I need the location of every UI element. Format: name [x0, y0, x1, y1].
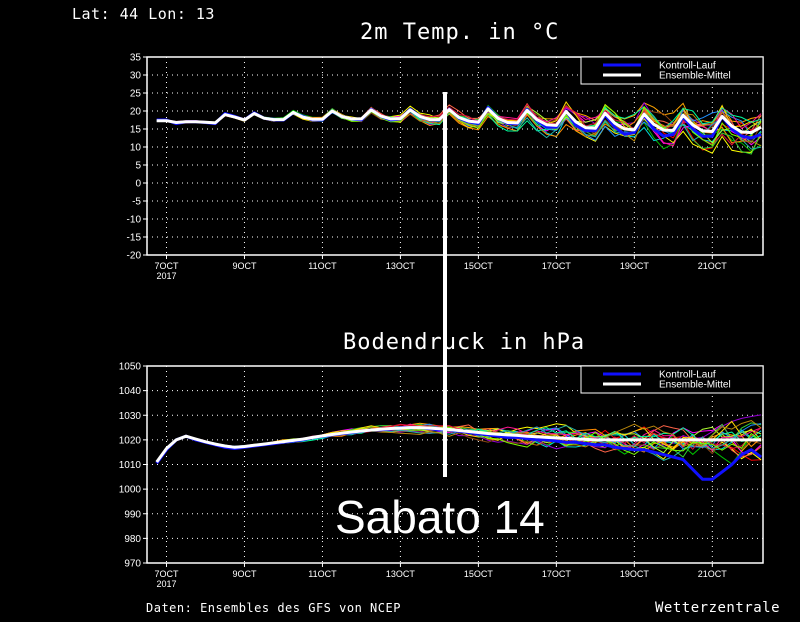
x-tick-label: 11OCT: [308, 569, 337, 579]
x-tick-label: 17OCT: [542, 261, 572, 271]
legend-box: [580, 56, 764, 85]
y-tick-label: -20: [127, 251, 142, 262]
y-tick-label: 10: [130, 143, 142, 154]
x-tick-label: 9OCT: [232, 569, 257, 579]
x-tick-label: 21OCT: [698, 569, 728, 579]
source-credit: Daten: Ensembles des GFS von NCEP: [146, 601, 401, 615]
x-tick-year-label: 2017: [156, 579, 176, 589]
y-tick-label: 25: [130, 89, 142, 100]
legend-label: Ensemble-Mittel: [659, 380, 731, 391]
chart-title-temperature: 2m Temp. in °C: [360, 20, 560, 45]
y-tick-label: 35: [130, 53, 142, 64]
brand-label: Wetterzentrale: [655, 600, 781, 616]
y-tick-label: -15: [127, 233, 142, 244]
x-tick-label: 15OCT: [464, 261, 494, 271]
y-tick-label: 1010: [119, 460, 142, 471]
y-tick-label: 1000: [119, 485, 142, 496]
y-tick-label: -5: [132, 197, 141, 208]
x-tick-label: 7OCT: [154, 569, 179, 579]
y-tick-label: 0: [135, 179, 141, 190]
y-tick-label: 990: [124, 509, 141, 520]
location-label: Lat: 44 Lon: 13: [72, 5, 215, 23]
x-tick-label: 13OCT: [386, 261, 416, 271]
chart-title-pressure: Bodendruck in hPa: [343, 330, 586, 355]
y-tick-label: 970: [124, 559, 141, 570]
series-line-ensemble-mean: [155, 426, 762, 463]
y-tick-label: 15: [130, 125, 142, 136]
x-tick-label: 9OCT: [232, 261, 257, 271]
y-tick-label: 20: [130, 107, 142, 118]
x-tick-label: 17OCT: [542, 569, 572, 579]
legend-box: [580, 365, 764, 394]
y-tick-label: -10: [127, 215, 142, 226]
day-overlay-label: Sabato 14: [335, 491, 545, 543]
chart-press: 970 980 990 1000 1010 1020 1030 1040 1050 7OCT201…: [119, 362, 764, 589]
x-tick-label: 11OCT: [308, 261, 337, 271]
series-line-ensemble-mean: [156, 107, 762, 135]
y-tick-label: 5: [135, 161, 141, 172]
x-tick-year-label: 2017: [156, 271, 176, 281]
x-tick-label: 13OCT: [386, 569, 416, 579]
legend-label: Kontroll-Lauf: [659, 370, 716, 381]
y-tick-label: 30: [130, 71, 142, 82]
y-tick-label: 1050: [119, 362, 142, 373]
y-tick-label: 1040: [119, 386, 142, 397]
y-tick-label: 980: [124, 534, 141, 545]
legend-label: Kontroll-Lauf: [659, 61, 716, 72]
y-tick-label: 1030: [119, 411, 142, 422]
x-tick-label: 7OCT: [154, 261, 179, 271]
x-tick-label: 19OCT: [620, 569, 650, 579]
x-tick-label: 21OCT: [698, 261, 728, 271]
y-tick-label: 1020: [119, 435, 142, 446]
legend-label: Ensemble-Mittel: [659, 71, 731, 82]
x-tick-label: 19OCT: [620, 261, 650, 271]
plot-frame: [146, 56, 764, 256]
x-tick-label: 15OCT: [464, 569, 494, 579]
